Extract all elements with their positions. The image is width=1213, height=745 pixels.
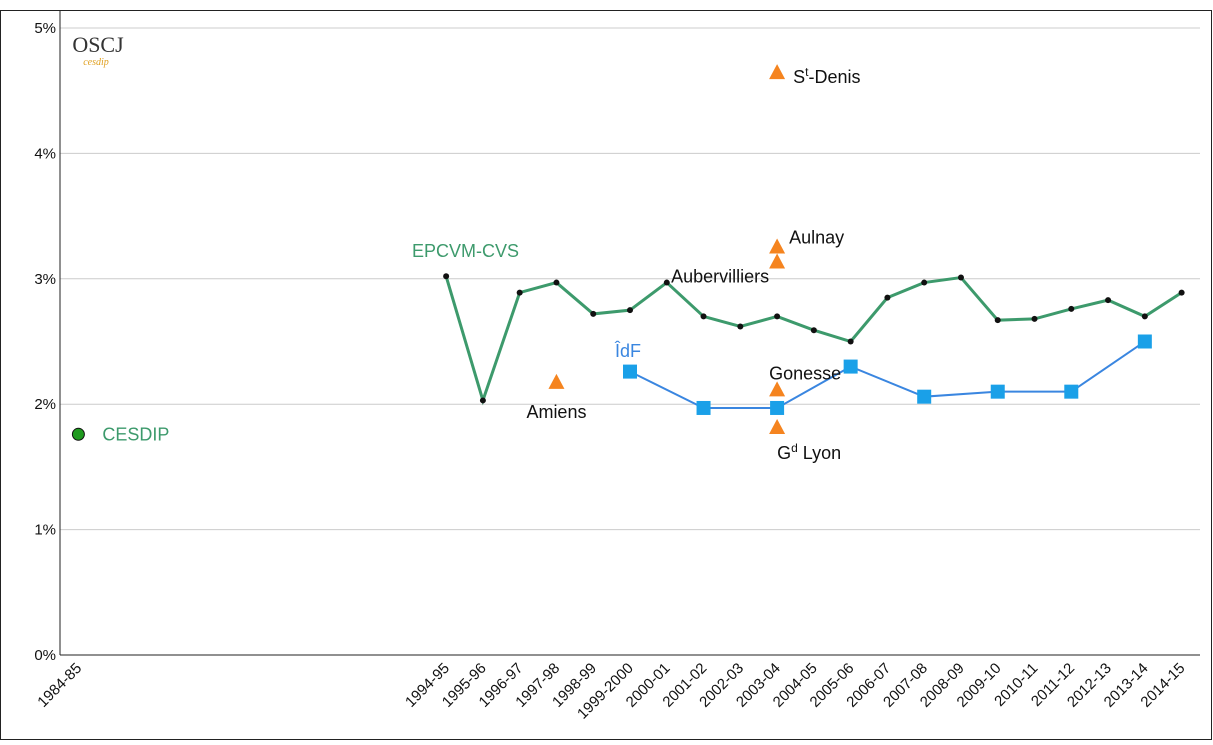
label-part: d (791, 441, 798, 455)
point (957, 274, 964, 281)
y-tick-label: 1% (34, 522, 56, 539)
site-marker (548, 373, 565, 389)
point (1068, 305, 1075, 312)
point (843, 359, 858, 374)
point (696, 400, 711, 415)
label-part: Gonesse (769, 363, 841, 383)
label-part: Aubervilliers (671, 266, 769, 286)
site-label: Amiens (526, 402, 586, 422)
point (1141, 313, 1148, 320)
y-tick-label: 0% (34, 647, 56, 664)
point (921, 279, 928, 286)
site-marker (769, 64, 786, 80)
point (700, 313, 707, 320)
site-label: St-Denis (793, 65, 860, 87)
point (917, 389, 932, 404)
point (810, 327, 817, 334)
point (994, 317, 1001, 324)
point (1137, 334, 1152, 349)
y-tick-label: 5% (34, 20, 56, 37)
site-label: Aubervilliers (671, 266, 769, 286)
point (847, 338, 854, 345)
point (737, 323, 744, 330)
point (884, 294, 891, 301)
point (627, 307, 633, 314)
label-part: Aulnay (789, 227, 844, 247)
label-part: Lyon (798, 443, 841, 463)
label-part: Amiens (526, 402, 586, 422)
site-marker (769, 238, 786, 254)
point (516, 289, 523, 296)
point (71, 427, 85, 441)
point (553, 279, 560, 286)
logo-title: OSCJ (72, 32, 124, 57)
site-marker (769, 381, 786, 397)
site-marker (769, 419, 786, 435)
y-tick-label: 3% (34, 271, 56, 288)
label-part: t (805, 65, 809, 79)
series-label: ÎdF (614, 341, 641, 361)
point (1031, 315, 1038, 322)
point (1064, 384, 1079, 399)
series-label: EPCVM-CVS (412, 241, 519, 261)
label-part: S (793, 67, 805, 87)
point (590, 310, 597, 317)
site-label: Gonesse (769, 363, 841, 383)
x-tick-label: 1984-85 (34, 660, 85, 711)
point (623, 364, 637, 379)
point (1105, 297, 1112, 304)
logo-subtitle: cesdip (83, 57, 109, 68)
y-tick-label: 2% (34, 396, 56, 413)
site-marker (769, 253, 786, 269)
point (443, 273, 450, 280)
site-label: Aulnay (789, 227, 844, 247)
frame (0, 10, 1212, 740)
series-line (629, 340, 1146, 409)
point (990, 384, 1005, 399)
y-tick-label: 4% (34, 145, 56, 162)
point (1178, 289, 1185, 296)
point (770, 400, 785, 415)
site-label: Gd Lyon (777, 441, 841, 463)
point-label: CESDIP (102, 424, 169, 444)
point (663, 279, 670, 286)
label-part: -Denis (808, 67, 860, 87)
point (479, 397, 486, 404)
label-part: G (777, 443, 791, 463)
point (774, 313, 781, 320)
